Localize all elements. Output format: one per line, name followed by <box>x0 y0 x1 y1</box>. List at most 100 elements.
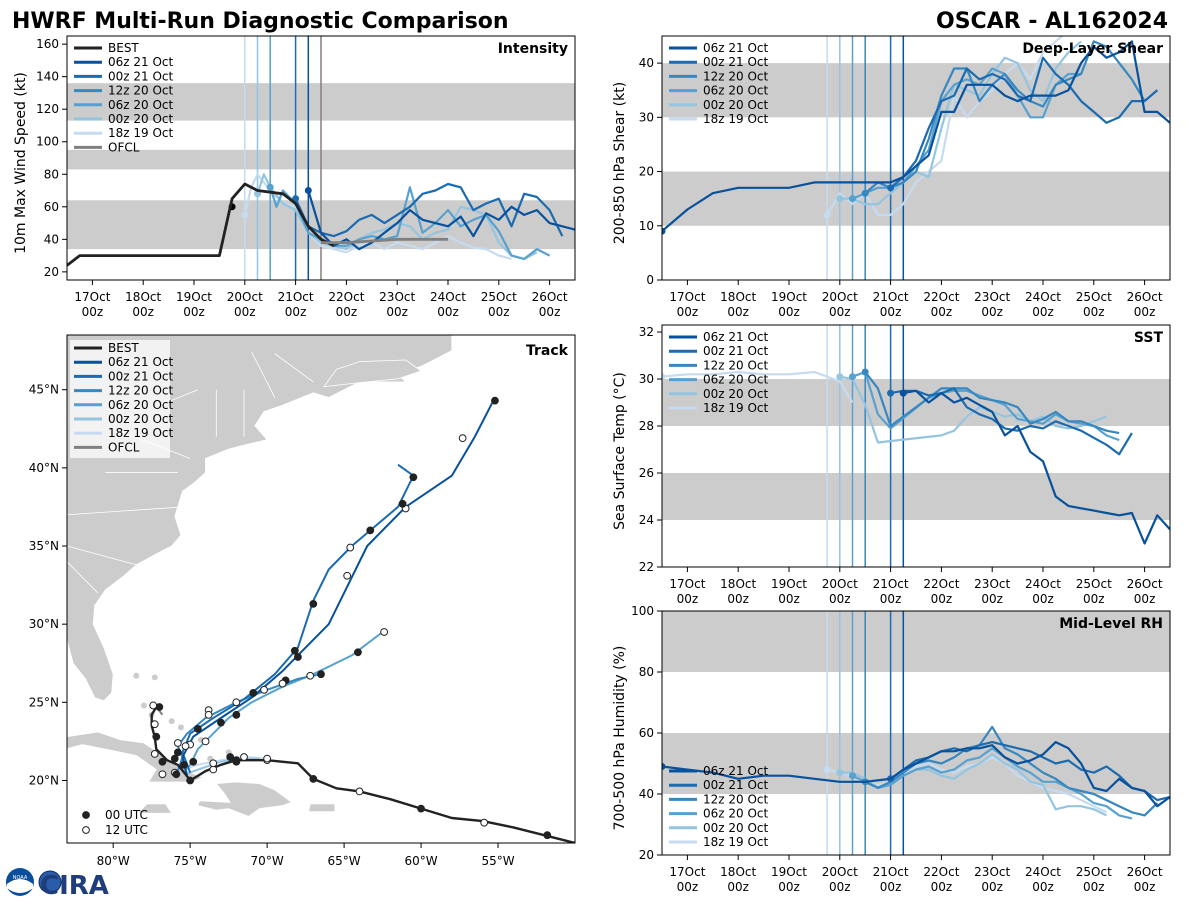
sst-init-point <box>887 390 894 397</box>
shear-panel-title: Deep-Layer Shear <box>1022 41 1163 57</box>
shear-legend-entry: 00z 20 Oct <box>703 98 769 112</box>
intensity-legend-entry: BEST <box>108 41 139 55</box>
rh-legend-entry: 00z 20 Oct <box>703 821 769 835</box>
shear-x-tick-label: 25Oct <box>1076 290 1112 304</box>
intensity-y-tick-label: 120 <box>36 102 59 116</box>
sst-legend-entry: 18z 19 Oct <box>703 401 769 415</box>
track-12utc-marker <box>210 760 217 767</box>
storm-name: OSCAR - AL162024 <box>936 9 1168 34</box>
sst-x-tick-label: 00z <box>677 592 699 606</box>
shear-x-tick-label: 00z <box>727 305 749 319</box>
rh-x-tick-label: 19Oct <box>771 865 807 879</box>
sst-y-tick-label: 28 <box>639 419 654 433</box>
bahamas-island <box>152 674 158 680</box>
track-12utc-legend-marker <box>83 827 90 834</box>
track-00utc-marker <box>418 805 425 812</box>
track-00utc-marker <box>153 733 160 740</box>
track-marker-legend-entry: 12 UTC <box>105 823 148 837</box>
track-00utc-marker <box>187 777 194 784</box>
track-legend-entry: 06z 21 Oct <box>108 355 174 369</box>
track-lat-label: 40°N <box>29 461 59 475</box>
intensity-x-tick-label: 17Oct <box>74 290 110 304</box>
sst-panel-title: SST <box>1134 330 1164 346</box>
sst-legend-entry: 12z 20 Oct <box>703 358 769 372</box>
bahamas-island <box>133 673 139 679</box>
intensity-legend-entry: OFCL <box>108 140 140 154</box>
rh-x-tick-label: 17Oct <box>669 865 705 879</box>
rh-x-tick-label: 00z <box>880 880 902 894</box>
rh-x-tick-label: 23Oct <box>974 865 1010 879</box>
rh-y-axis-title: 700-500 hPa Humidity (%) <box>612 646 628 831</box>
sst-x-tick-label: 00z <box>1032 592 1054 606</box>
rh-legend-entry: 06z 20 Oct <box>703 807 769 821</box>
rh-legend-entry: 06z 21 Oct <box>703 764 769 778</box>
shear-init-point <box>824 211 831 218</box>
intensity-x-tick-label: 24Oct <box>430 290 466 304</box>
shear-y-tick-label: 30 <box>639 110 654 124</box>
track-12utc-marker <box>150 702 157 709</box>
track-00utc-marker <box>233 757 240 764</box>
intensity-init-point <box>241 211 248 218</box>
shear-x-tick-label: 00z <box>1134 305 1156 319</box>
intensity-legend-entry: 06z 20 Oct <box>108 98 174 112</box>
cira-logo: NOAA CIRA <box>6 868 109 900</box>
sst-x-tick-label: 00z <box>829 592 851 606</box>
rh-y-tick-label: 40 <box>639 787 654 801</box>
shear-x-tick-label: 23Oct <box>974 290 1010 304</box>
sst-init-point <box>900 390 907 397</box>
sst-x-tick-label: 24Oct <box>1025 577 1061 591</box>
sst-legend-entry: 06z 20 Oct <box>703 373 769 387</box>
track-00utc-marker <box>250 690 257 697</box>
intensity-x-tick-label: 22Oct <box>328 290 364 304</box>
rh-init-point <box>849 772 856 779</box>
bahamas-island <box>169 718 175 724</box>
track-12utc-marker <box>264 755 271 762</box>
track-12utc-marker <box>347 544 354 551</box>
track-legend-entry: 18z 19 Oct <box>108 426 174 440</box>
rh-y-tick-label: 20 <box>639 848 654 862</box>
sst-y-tick-label: 30 <box>639 372 654 386</box>
shear-x-tick-label: 00z <box>931 305 953 319</box>
track-00utc-marker <box>218 719 225 726</box>
track-00utc-marker <box>194 725 201 732</box>
intensity-panel: 2040608010012014016017Oct00z18Oct00z19Oc… <box>13 36 575 319</box>
sst-init-point <box>862 368 869 375</box>
sst-x-tick-label: 25Oct <box>1076 577 1112 591</box>
rh-y-tick-label: 100 <box>631 604 654 618</box>
shear-x-tick-label: 00z <box>677 305 699 319</box>
track-00utc-marker <box>355 649 362 656</box>
rh-x-tick-label: 26Oct <box>1127 865 1163 879</box>
track-panel-title: Track <box>526 343 569 359</box>
sst-legend-entry: 06z 21 Oct <box>703 330 769 344</box>
shear-legend-entry: 12z 20 Oct <box>703 69 769 83</box>
intensity-init-point <box>267 184 274 191</box>
shear-x-tick-label: 20Oct <box>822 290 858 304</box>
intensity-init-point <box>305 187 312 194</box>
intensity-x-tick-label: 00z <box>234 305 256 319</box>
rh-legend-entry: 00z 21 Oct <box>703 778 769 792</box>
sst-y-tick-label: 26 <box>639 466 654 480</box>
rh-x-tick-label: 00z <box>1032 880 1054 894</box>
shear-x-tick-label: 00z <box>981 305 1003 319</box>
track-legend-entry: BEST <box>108 341 139 355</box>
track-00utc-marker <box>318 671 325 678</box>
track-00utc-marker <box>171 755 178 762</box>
rh-x-tick-label: 00z <box>727 880 749 894</box>
rh-x-tick-label: 21Oct <box>873 865 909 879</box>
intensity-y-tick-label: 60 <box>44 200 59 214</box>
shear-y-tick-label: 10 <box>639 219 654 233</box>
shear-x-tick-label: 00z <box>778 305 800 319</box>
track-legend-entry: 00z 21 Oct <box>108 369 174 383</box>
sst-x-tick-label: 22Oct <box>923 577 959 591</box>
shear-y-tick-label: 0 <box>646 273 654 287</box>
intensity-legend-entry: 00z 21 Oct <box>108 69 174 83</box>
track-00utc-marker <box>310 600 317 607</box>
intensity-x-tick-label: 00z <box>183 305 205 319</box>
rh-x-tick-label: 18Oct <box>720 865 756 879</box>
sst-x-tick-label: 18Oct <box>720 577 756 591</box>
rh-x-tick-label: 00z <box>829 880 851 894</box>
shear-legend-entry: 06z 21 Oct <box>703 41 769 55</box>
rh-x-tick-label: 24Oct <box>1025 865 1061 879</box>
intensity-y-tick-label: 80 <box>44 167 59 181</box>
track-legend-entry: 00z 20 Oct <box>108 412 174 426</box>
